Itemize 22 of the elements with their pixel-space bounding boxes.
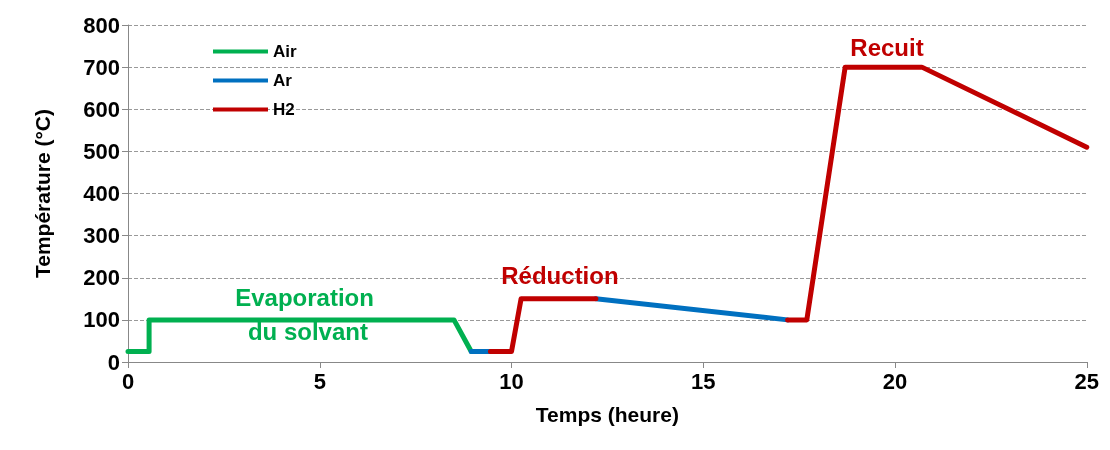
y-tick-label: 0 bbox=[107, 349, 120, 375]
legend-label: H2 bbox=[273, 100, 295, 119]
annotation: Evaporation du solvant bbox=[235, 284, 381, 346]
legend-label: Air bbox=[273, 42, 297, 61]
x-axis-title: Temps (heure) bbox=[535, 403, 679, 426]
x-tick-label: 25 bbox=[1074, 368, 1100, 394]
x-tick-label: 10 bbox=[499, 368, 524, 394]
y-tick-label: 300 bbox=[83, 223, 120, 249]
y-tick-label: 700 bbox=[83, 54, 120, 80]
x-tick-label: 15 bbox=[691, 368, 716, 394]
y-tick-label: 200 bbox=[83, 265, 120, 291]
x-tick-label: 20 bbox=[882, 368, 908, 394]
y-tick-label: 100 bbox=[83, 307, 120, 333]
y-tick-label: 600 bbox=[83, 96, 120, 122]
y-tick-label: 800 bbox=[83, 12, 120, 38]
legend-label: Ar bbox=[273, 71, 293, 90]
y-tick-label: 500 bbox=[83, 138, 120, 164]
annotation: Réduction bbox=[501, 261, 619, 289]
annotation: Recuit bbox=[850, 34, 924, 62]
y-tick-label: 400 bbox=[83, 181, 120, 206]
y-axis-title: Température (°C) bbox=[31, 108, 54, 279]
x-tick-label: 5 bbox=[313, 368, 326, 394]
